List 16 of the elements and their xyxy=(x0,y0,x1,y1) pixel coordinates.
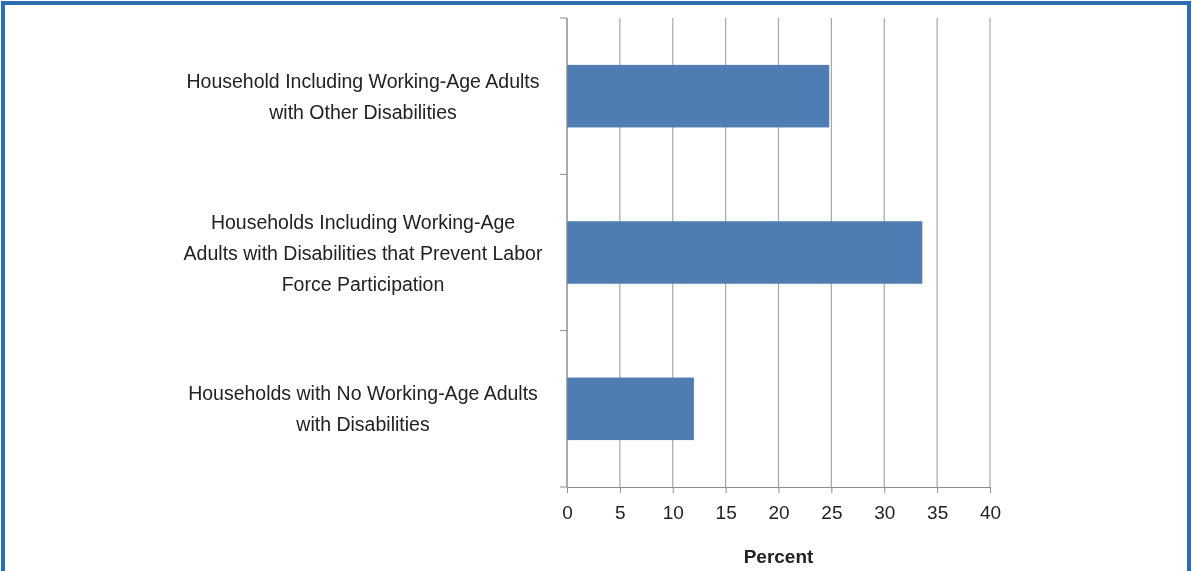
x-tick-label: 40 xyxy=(979,501,1002,523)
bar xyxy=(567,221,923,284)
x-tick-label: 15 xyxy=(715,501,737,523)
x-tick-label: 30 xyxy=(874,501,896,523)
y-tick-label: Households with No Working-Age Adults with Disabilities xyxy=(188,382,539,436)
x-tick-label: 35 xyxy=(927,501,949,523)
x-tick-label: 0 xyxy=(562,501,573,523)
x-tick-label: 20 xyxy=(768,501,790,523)
x-tick-label: 5 xyxy=(615,501,626,523)
bar xyxy=(567,64,830,128)
x-tick-label: 25 xyxy=(821,501,843,523)
y-tick-label: Household Including Working-Age Adults with Other Disabilities xyxy=(186,69,540,123)
bar xyxy=(567,377,694,441)
x-axis-title: Percent xyxy=(743,546,815,567)
x-tick-label: 10 xyxy=(662,501,684,523)
y-tick-label: Households Including Working-Age Adults with Disabilities that Prevent Labor Force Participation xyxy=(183,210,543,295)
